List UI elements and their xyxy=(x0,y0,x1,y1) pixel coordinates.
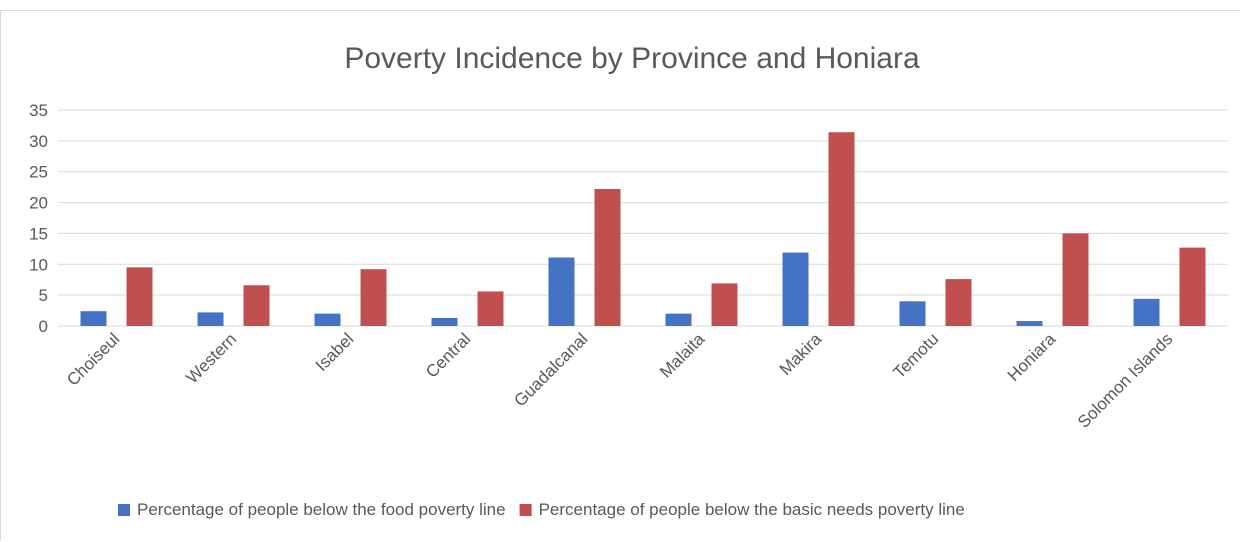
bar xyxy=(594,188,621,326)
bar xyxy=(360,269,387,326)
legend-label: Percentage of people below the basic nee… xyxy=(539,500,965,519)
gridlines xyxy=(58,109,1228,327)
x-tick-label: Temotu xyxy=(889,329,942,382)
bar xyxy=(197,312,224,326)
bar xyxy=(945,279,972,326)
bar xyxy=(1062,233,1089,326)
x-tick-label: Honiara xyxy=(1004,329,1060,385)
bar xyxy=(431,317,458,326)
bar xyxy=(243,285,270,326)
bar xyxy=(828,132,855,326)
y-tick-label: 35 xyxy=(29,101,48,120)
bar xyxy=(899,301,926,326)
bar xyxy=(548,257,575,326)
legend-label: Percentage of people below the food pove… xyxy=(137,500,506,519)
x-tick-label: Central xyxy=(422,329,474,381)
bars xyxy=(80,132,1206,326)
x-tick-label: Malaita xyxy=(656,329,709,382)
y-axis-ticks: 0 5 10 15 20 25 30 35 xyxy=(29,101,48,336)
bar xyxy=(477,291,504,326)
x-axis-ticks: Choiseul Western Isabel Central Guadalcanal M… xyxy=(63,329,1176,432)
x-tick-label: Isabel xyxy=(312,329,358,375)
y-tick-label: 10 xyxy=(29,255,48,274)
y-tick-label: 15 xyxy=(29,224,48,243)
bar xyxy=(314,313,341,326)
x-tick-label: Guadalcanal xyxy=(510,329,591,410)
chart-title: Poverty Incidence by Province and Honiar… xyxy=(344,42,920,75)
bar xyxy=(782,252,809,326)
y-tick-label: 0 xyxy=(39,317,48,336)
chart-frame xyxy=(0,10,1240,540)
x-tick-label: Solomon Islands xyxy=(1074,329,1176,431)
x-tick-label: Choiseul xyxy=(63,329,123,389)
y-tick-label: 25 xyxy=(29,163,48,182)
y-tick-label: 30 xyxy=(29,132,48,151)
bar xyxy=(711,283,738,326)
bar xyxy=(665,313,692,326)
x-tick-label: Western xyxy=(182,329,240,387)
bar xyxy=(126,267,153,326)
bar xyxy=(1133,298,1160,326)
legend-swatch xyxy=(519,504,532,516)
legend: Percentage of people below the food pove… xyxy=(118,500,965,519)
legend-swatch xyxy=(118,504,130,516)
bar xyxy=(80,311,107,326)
bar xyxy=(1016,321,1043,326)
y-tick-label: 20 xyxy=(29,194,48,213)
y-tick-label: 5 xyxy=(39,286,48,305)
x-tick-label: Makira xyxy=(776,329,826,379)
bar xyxy=(1179,247,1206,326)
